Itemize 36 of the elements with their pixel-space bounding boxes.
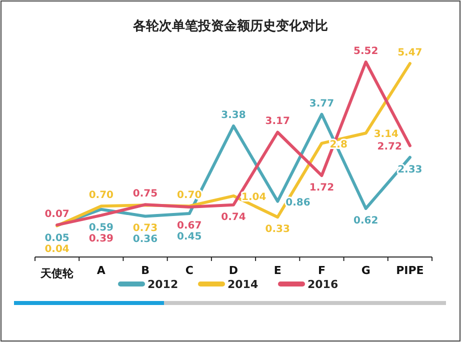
chart-title: 各轮次单笔投资金额历史变化对比 bbox=[132, 18, 328, 34]
x-tick-label: A bbox=[96, 264, 106, 277]
data-label: 3.38 bbox=[221, 110, 246, 121]
x-tick-label: F bbox=[318, 264, 326, 277]
x-tick-label: G bbox=[361, 264, 370, 277]
data-label: 0.74 bbox=[221, 212, 246, 223]
data-label: 0.36 bbox=[132, 234, 158, 246]
legend-label: 2012 bbox=[148, 278, 178, 291]
data-label: 0.33 bbox=[265, 224, 290, 236]
data-label: 0.75 bbox=[132, 188, 158, 200]
x-tick-label: C bbox=[185, 264, 194, 277]
data-label: 1.04 bbox=[242, 192, 266, 203]
data-label: 3.77 bbox=[309, 98, 334, 110]
data-label: 0.67 bbox=[177, 220, 202, 232]
data-label: 0.73 bbox=[132, 223, 158, 234]
data-label: 0.07 bbox=[44, 208, 70, 220]
x-tick-label: D bbox=[228, 264, 238, 277]
legend-label: 2014 bbox=[228, 278, 258, 291]
x-tick-label: E bbox=[274, 264, 282, 277]
x-tick-label: 天使轮 bbox=[40, 267, 75, 280]
data-label: 0.70 bbox=[88, 190, 114, 202]
x-tick-label: PIPE bbox=[396, 264, 424, 277]
data-label: 0.62 bbox=[353, 215, 378, 226]
data-label: 0.39 bbox=[88, 233, 114, 244]
data-label: 1.72 bbox=[309, 182, 334, 194]
data-label: 3.14 bbox=[374, 129, 399, 140]
data-label: 0.04 bbox=[44, 244, 70, 255]
data-label: 0.05 bbox=[44, 232, 70, 244]
data-label: 2.72 bbox=[377, 142, 402, 153]
data-label: 3.17 bbox=[265, 116, 290, 128]
data-label: 5.47 bbox=[398, 47, 422, 58]
data-label: 5.52 bbox=[353, 46, 378, 57]
data-label: 0.45 bbox=[177, 232, 202, 243]
x-tick-label: B bbox=[141, 264, 150, 277]
legend-label: 2016 bbox=[308, 278, 338, 291]
data-label: 0.59 bbox=[88, 222, 114, 234]
